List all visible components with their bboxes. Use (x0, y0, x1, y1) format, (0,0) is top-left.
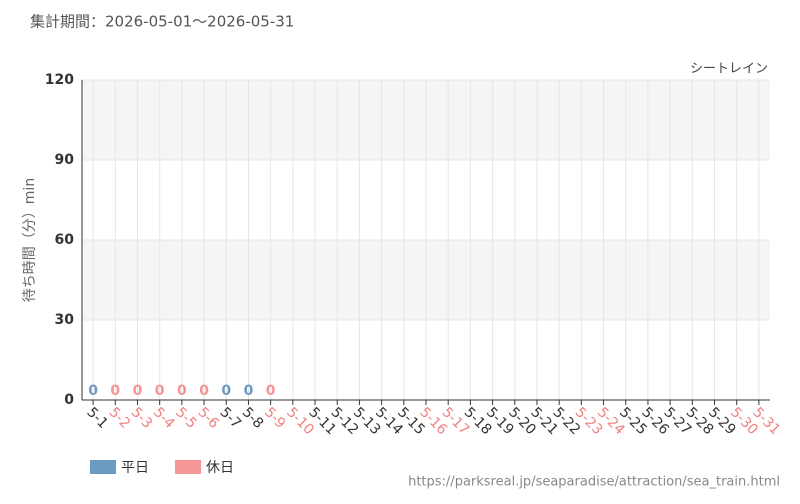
x-tick-label: 5-9 (261, 404, 288, 431)
y-axis-label: 待ち時間（分）min (22, 178, 38, 302)
legend-label: 休日 (206, 460, 234, 476)
source-url: https://parksreal.jp/seaparadise/attract… (408, 475, 780, 490)
legend-label: 平日 (121, 460, 149, 476)
y-tick-label: 120 (45, 72, 74, 88)
x-tick-label: 5-8 (239, 404, 266, 431)
data-label: 0 (244, 383, 254, 399)
x-tick-label: 5-5 (172, 404, 199, 431)
y-tick-label: 60 (55, 232, 75, 248)
x-tick-label: 5-7 (217, 404, 244, 431)
subtitle: 集計期間：2026-05-01〜2026-05-31 (30, 13, 294, 31)
data-label: 0 (133, 383, 143, 399)
data-label: 0 (199, 383, 209, 399)
data-label: 0 (266, 383, 276, 399)
legend-swatch (90, 460, 116, 474)
y-tick-label: 0 (64, 392, 74, 408)
legend-swatch (175, 460, 201, 474)
data-label: 0 (110, 383, 120, 399)
data-label: 0 (221, 383, 231, 399)
x-tick-label: 5-4 (150, 404, 178, 432)
chart-title: シートレイン (690, 62, 768, 77)
data-label: 0 (177, 383, 187, 399)
data-label: 0 (88, 383, 98, 399)
y-tick-label: 30 (55, 312, 75, 328)
x-tick-label: 5-3 (128, 404, 155, 431)
x-tick-label: 5-1 (83, 404, 110, 431)
x-tick-label: 5-6 (194, 404, 222, 432)
x-tick-label: 5-2 (106, 404, 133, 431)
data-label: 0 (155, 383, 165, 399)
y-tick-label: 90 (55, 152, 75, 168)
